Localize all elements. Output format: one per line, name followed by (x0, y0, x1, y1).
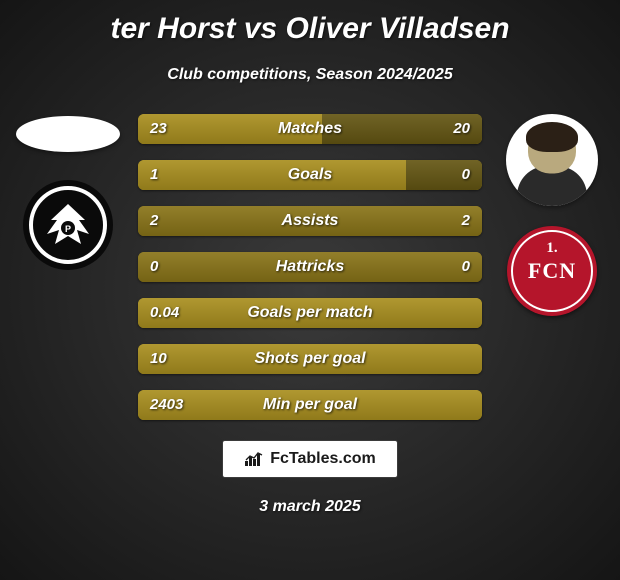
title: ter Horst vs Oliver Villadsen (0, 12, 620, 46)
stat-row: 00Hattricks (138, 252, 482, 282)
stat-label: Goals (138, 160, 482, 190)
stat-row: 22Assists (138, 206, 482, 236)
brand-text: FcTables.com (270, 450, 376, 468)
stat-label: Matches (138, 114, 482, 144)
comparison-card: ter Horst vs Oliver Villadsen Club compe… (0, 0, 620, 580)
brand-logo-icon (244, 451, 264, 467)
stat-label: Hattricks (138, 252, 482, 282)
crest-right-top: 1. (507, 240, 597, 257)
subtitle: Club competitions, Season 2024/2025 (0, 66, 620, 84)
stat-row: 2320Matches (138, 114, 482, 144)
stat-label: Min per goal (138, 390, 482, 420)
crest-right-main: FCN (507, 258, 597, 284)
brand-badge[interactable]: FcTables.com (222, 440, 398, 478)
stat-label: Shots per goal (138, 344, 482, 374)
player-right-photo (506, 114, 598, 206)
eagle-icon: P (41, 198, 95, 252)
player-right-column: 1. FCN (492, 114, 612, 316)
player-right-crest: 1. FCN (507, 226, 597, 316)
stat-row: 0.04Goals per match (138, 298, 482, 328)
player-left-crest: P (23, 180, 113, 270)
player-left-column: P (8, 114, 128, 270)
stat-row: 10Goals (138, 160, 482, 190)
stat-label: Goals per match (138, 298, 482, 328)
stat-label: Assists (138, 206, 482, 236)
date: 3 march 2025 (0, 498, 620, 516)
player-left-photo (16, 116, 120, 152)
stats-area: P 1. FCN 2320Matches 10Goals 22Assists 00Ha… (0, 114, 620, 434)
svg-text:P: P (65, 224, 71, 234)
stat-row: 2403Min per goal (138, 390, 482, 420)
stat-row: 10Shots per goal (138, 344, 482, 374)
stat-bars: 2320Matches 10Goals 22Assists 00Hattricks 0.… (138, 114, 482, 436)
